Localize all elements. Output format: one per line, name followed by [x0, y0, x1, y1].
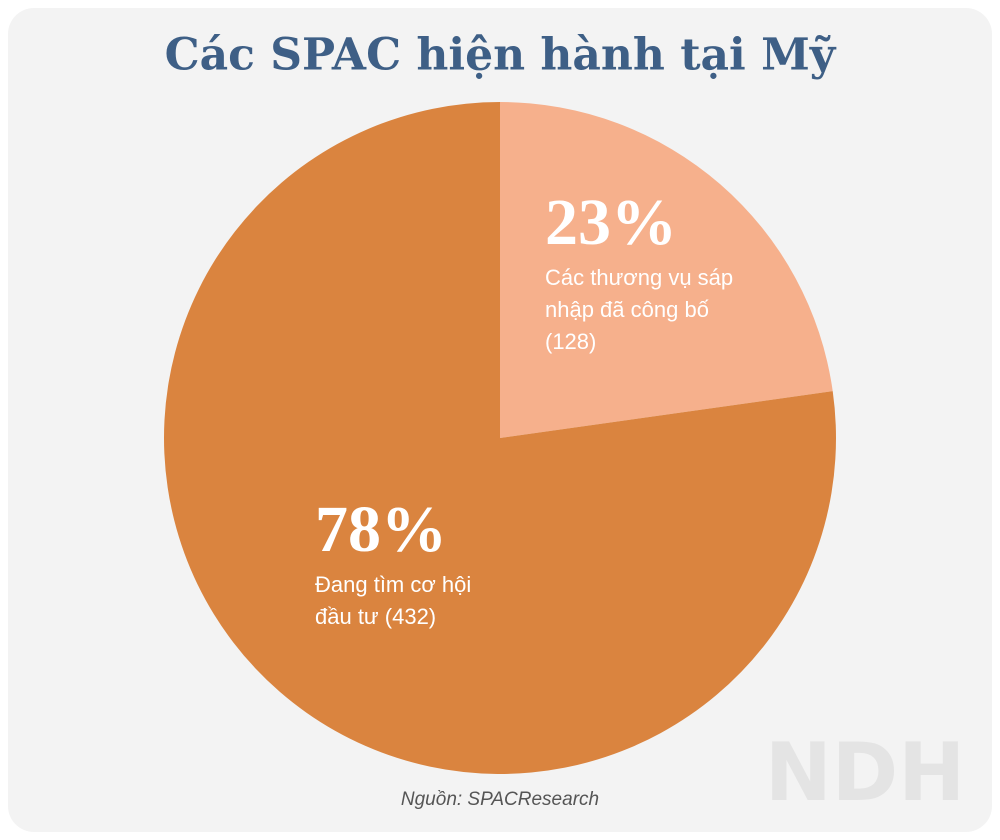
pie-slice [163, 102, 836, 774]
source: Nguồn: SPACResearch [401, 789, 599, 810]
slice-label: Đang tìm cơ hội đầu tư (432) [315, 572, 472, 629]
slice-label: Các thương vụ sáp nhập đã công bố (128) [545, 265, 734, 354]
value-label: 23% [545, 186, 677, 259]
chart-title: Các SPAC hiện hành tại Mỹ [165, 30, 837, 81]
watermark: NDH [765, 726, 965, 819]
pie-slice [500, 102, 833, 438]
value-label: 78% [315, 493, 447, 566]
